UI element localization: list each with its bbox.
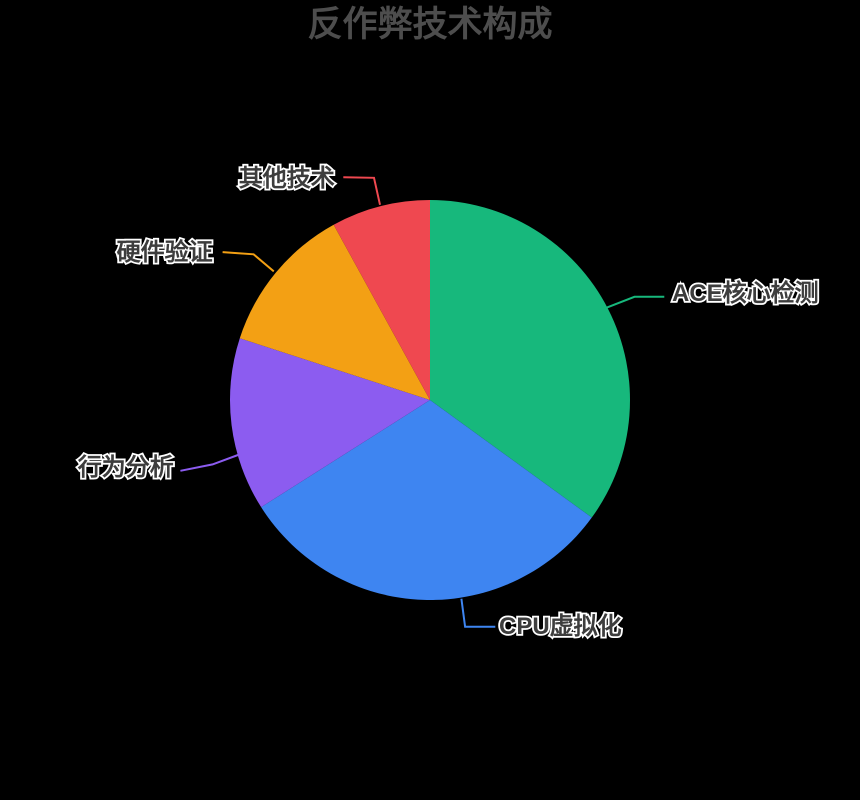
svg-text:行为分析: 行为分析 xyxy=(77,453,174,481)
svg-text:CPU虚拟化: CPU虚拟化 xyxy=(499,612,622,640)
svg-text:其他技术: 其他技术 xyxy=(239,165,335,192)
svg-text:硬件验证: 硬件验证 xyxy=(117,238,213,266)
svg-text:ACE核心检测: ACE核心检测 xyxy=(672,279,819,307)
